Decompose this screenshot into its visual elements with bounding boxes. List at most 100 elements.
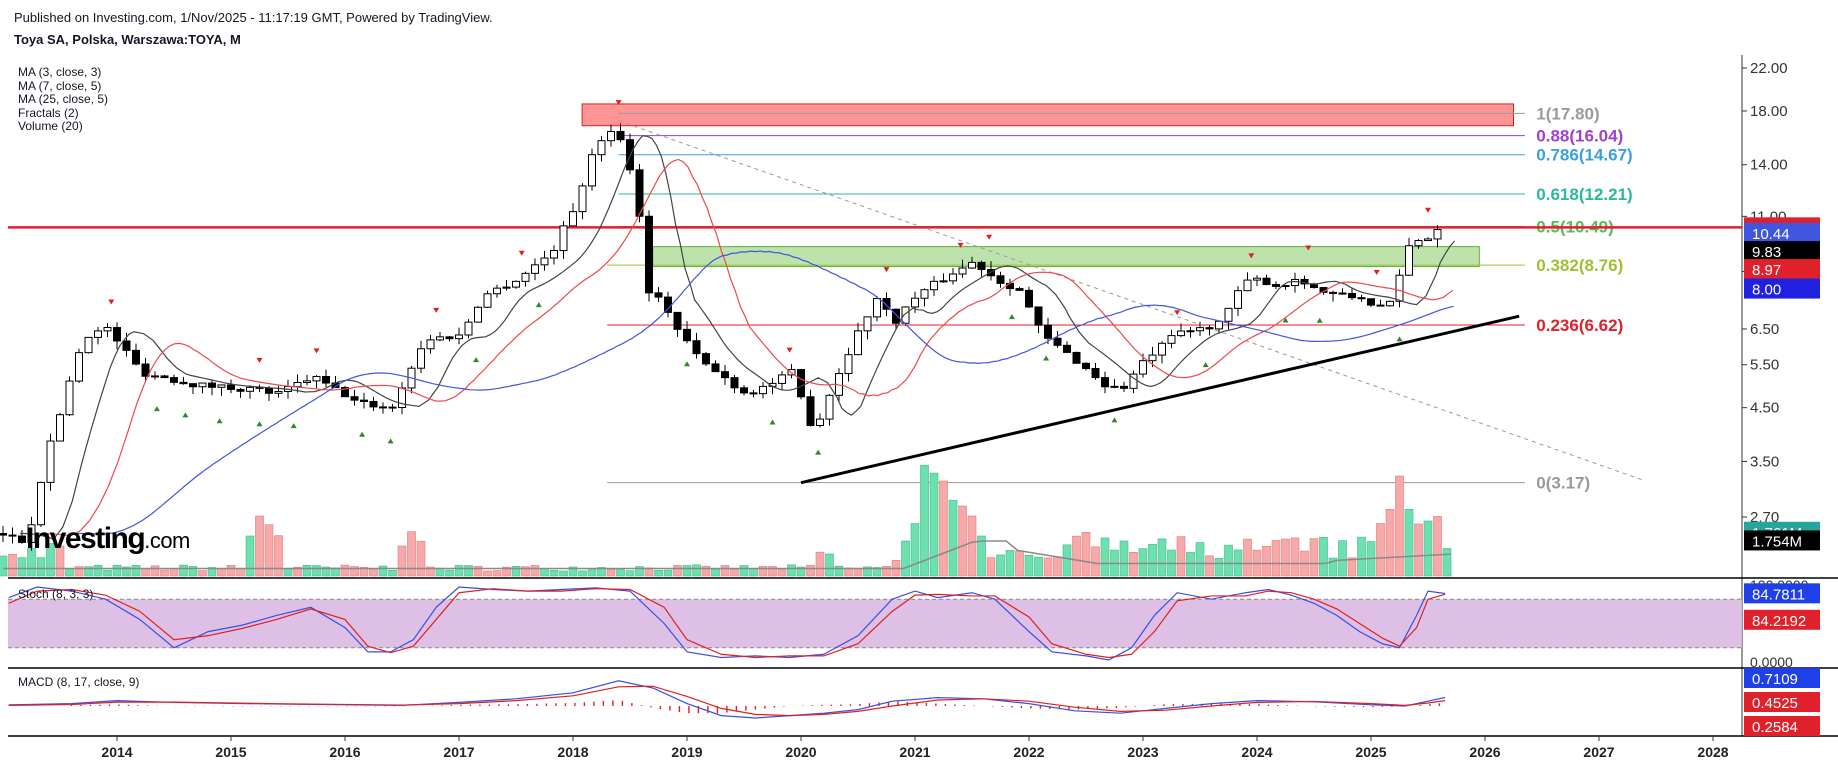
candle-body (521, 272, 530, 282)
candle-body (474, 306, 482, 323)
candle-body (1262, 277, 1271, 286)
volume-bar (397, 545, 407, 577)
volume-bar (245, 535, 255, 577)
indicator-ma-7[interactable]: MA (7, close, 5) (18, 78, 102, 93)
candle-body (1291, 278, 1299, 287)
candle-body (559, 225, 568, 252)
volume-bar (749, 568, 758, 577)
candle-body (1110, 385, 1119, 388)
volume-bar (36, 557, 46, 577)
volume-bar (1034, 556, 1043, 577)
volume-bar (986, 557, 996, 577)
candle-body (911, 297, 919, 308)
volume-bar (825, 553, 834, 577)
time-tick-label: 2019 (671, 744, 702, 760)
indicator-volume[interactable]: Volume (20) (18, 119, 83, 133)
candle-body (645, 215, 653, 294)
price-tick-label: 6.50 (1750, 321, 1779, 338)
time-tick-label: 2021 (899, 744, 930, 760)
volume-bar (787, 564, 796, 577)
time-tick-label: 2027 (1583, 744, 1614, 760)
candle-body (844, 354, 853, 375)
candle-body (236, 388, 245, 392)
volume-bar (264, 524, 274, 577)
volume-bar (587, 569, 597, 577)
candle-body (588, 154, 596, 187)
volume-bar (1148, 544, 1157, 577)
volume-bar (321, 566, 331, 577)
time-tick-label: 2020 (785, 744, 816, 760)
volume-bar (1290, 537, 1300, 577)
price-badge-bg (1744, 259, 1820, 280)
fractal-high-marker (108, 299, 115, 305)
candle-body (369, 400, 378, 408)
fractal-low-marker (769, 419, 776, 425)
volume-bar (131, 565, 141, 577)
candle-body (569, 211, 577, 227)
candle-body (664, 296, 672, 313)
fractal-low-marker (815, 449, 822, 455)
volume-bar (701, 565, 711, 577)
fib-level-label: 1(17.80) (1536, 104, 1599, 123)
candle-body (103, 326, 112, 332)
volume-bar (616, 569, 625, 577)
volume-bar (682, 565, 692, 577)
macd-pane-label[interactable]: MACD (8, 17, close, 9) (18, 675, 140, 689)
indicator-ma-3[interactable]: MA (3, close, 3) (18, 65, 102, 79)
candle-body (341, 387, 349, 398)
candle-body (597, 140, 606, 156)
candle-body (854, 330, 862, 356)
indicator-ma-25[interactable]: MA (25, close, 5) (18, 92, 109, 106)
candle-body (417, 348, 425, 369)
stoch-pane-label[interactable]: Stoch (8, 3, 3) (18, 587, 94, 601)
volume-bar (207, 567, 217, 577)
ma-3-line (20, 135, 1456, 540)
candle-body (227, 384, 235, 390)
volume-bar (1281, 538, 1290, 577)
volume-bar (1423, 520, 1433, 577)
candle-body (1139, 360, 1147, 375)
candle-body (949, 273, 957, 282)
candle-body (892, 308, 900, 324)
candle-body (1044, 324, 1052, 339)
candle-body (464, 321, 473, 336)
candle-body (692, 340, 701, 355)
volume-bar (1138, 548, 1148, 577)
volume-bar (711, 569, 720, 577)
fractal-low-marker (153, 406, 160, 412)
macd-badge-bg (1744, 668, 1820, 688)
candle-body (863, 316, 872, 332)
fractal-high-marker (518, 250, 525, 256)
candle-body (616, 130, 625, 141)
volume-bar (939, 480, 948, 577)
volume-bar (511, 566, 521, 577)
volume-bar (160, 569, 169, 577)
candle-body (379, 406, 387, 409)
time-tick-label: 2022 (1013, 744, 1044, 760)
volume-bar (1062, 544, 1072, 577)
price-badge-bg (1744, 241, 1820, 262)
volume-bar (1243, 538, 1252, 577)
price-badge-label: 1.754M (1752, 533, 1802, 550)
price-tick-label: 18.00 (1750, 103, 1788, 120)
candle-body (132, 349, 140, 365)
volume-bar (559, 570, 568, 577)
macd-badge-bg (1744, 692, 1820, 712)
fractal-high-marker (786, 347, 793, 353)
candle-body (683, 328, 691, 342)
stoch-d-line (8, 588, 1446, 659)
volume-bar (720, 565, 730, 577)
volume-bar (0, 555, 8, 577)
indicator-fractals[interactable]: Fractals (2) (18, 105, 79, 120)
candle-body (426, 339, 435, 350)
candle-body (797, 369, 805, 398)
volume-bar (1442, 548, 1452, 577)
candle-body (578, 185, 587, 213)
volume-bar (1081, 531, 1091, 577)
volume-bar (1053, 556, 1062, 577)
fractal-low-marker (387, 438, 394, 444)
volume-bar (340, 564, 350, 577)
candle-body (141, 363, 150, 377)
volume-bar (226, 565, 236, 577)
